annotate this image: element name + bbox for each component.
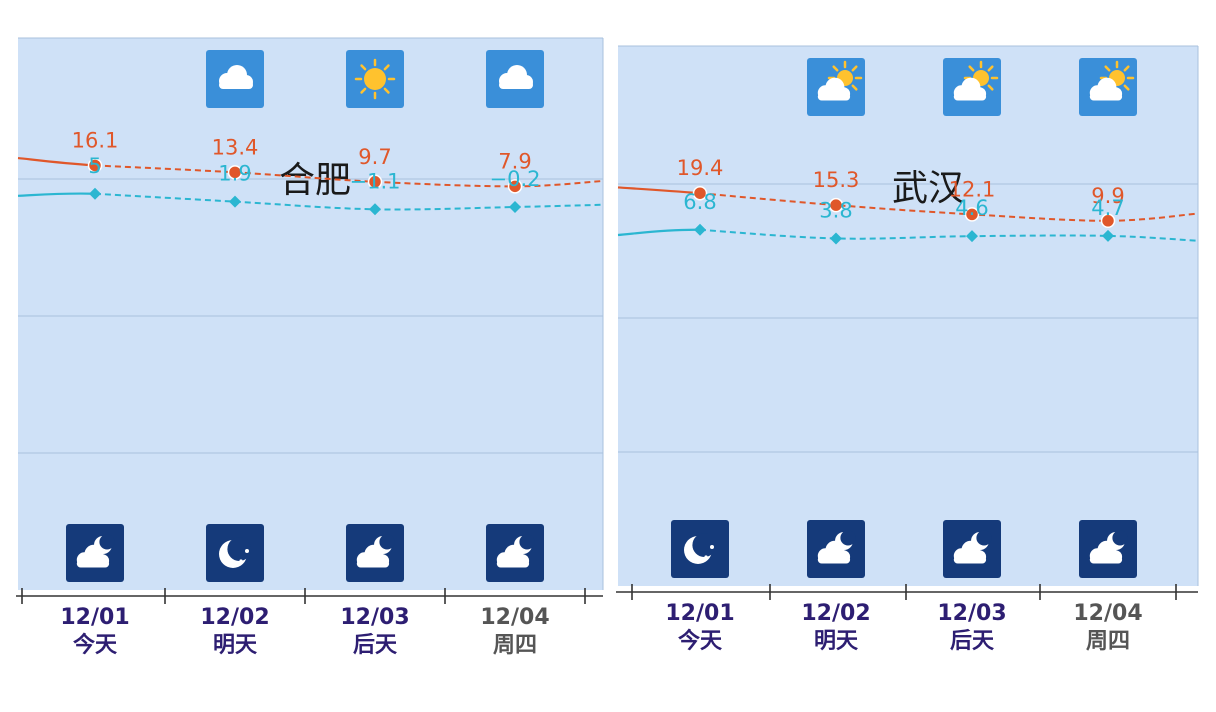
high-temp-label: 7.9 (498, 149, 531, 173)
low-temp-label: 5 (88, 154, 101, 178)
high-temp-point (692, 185, 708, 201)
date-tick-label: 12/04 (480, 605, 549, 630)
high-temp-label: 9.7 (358, 145, 391, 169)
date-tick-label: 12/03 (340, 605, 409, 630)
partly-cloudy-night-icon (66, 524, 124, 582)
high-temp-label: 16.1 (72, 128, 119, 152)
date-tick-label: 12/02 (801, 601, 870, 626)
cloudy-icon (206, 50, 264, 108)
cloud-shape (496, 544, 530, 568)
high-temp-point (828, 197, 844, 213)
cloud-shape (953, 77, 987, 101)
moon-shape (94, 534, 115, 554)
cloud-shape (817, 540, 851, 564)
low-temp-point (369, 203, 381, 216)
weekday-label: 今天 (678, 628, 723, 654)
low-temp-point (1102, 229, 1114, 242)
star-shape (239, 559, 243, 563)
partly-cloudy-day-icon (1079, 58, 1137, 116)
star-shape (704, 555, 708, 559)
partly-cloudy-night-icon (346, 524, 404, 582)
low-temp-label: 4.6 (955, 196, 988, 220)
high-temp-point (1100, 213, 1116, 229)
weekday-label: 后天 (950, 629, 995, 654)
low-temp-point (830, 232, 842, 245)
cloud-shape (953, 540, 987, 564)
cloud-shape (1089, 77, 1123, 101)
low-temp-label: 3.8 (819, 198, 852, 222)
date-tick-label: 12/01 (665, 601, 734, 626)
low-temp-point (694, 223, 706, 236)
weekday-label: 今天 (73, 632, 118, 658)
high-temp-point (507, 179, 523, 194)
weekday-label: 周四 (493, 633, 537, 658)
low-temp-label: −0.2 (490, 167, 541, 191)
low-temp-line-solid (17, 192, 96, 197)
high-temp-label: 15.3 (813, 168, 860, 192)
weekday-label: 明天 (814, 629, 859, 654)
low-temp-label: 4.7 (1091, 196, 1124, 220)
cloudy-icon (486, 50, 544, 108)
low-temp-point (229, 195, 241, 208)
star-shape (245, 549, 249, 553)
partly-cloudy-day-icon (943, 58, 1001, 116)
date-tick-label: 12/04 (1073, 601, 1142, 626)
low-temp-label: 6.8 (683, 190, 716, 214)
high-temp-point (964, 207, 980, 222)
high-temp-point (227, 165, 243, 180)
city-title: 武汉 (892, 168, 964, 209)
low-temp-line-solid (617, 228, 701, 237)
sunny-icon (346, 50, 404, 108)
moon-shape (1107, 530, 1128, 550)
high-temp-label: 19.4 (677, 156, 724, 180)
partly-cloudy-day-icon (807, 58, 865, 116)
cloud-shape (1089, 540, 1123, 564)
weekday-label: 周四 (1086, 629, 1130, 654)
plot-area (18, 38, 603, 590)
low-temp-label: 1.9 (218, 162, 251, 186)
weekday-label: 后天 (353, 633, 398, 658)
high-temp-line-solid (17, 156, 96, 167)
weekday-label: 明天 (213, 633, 258, 658)
partly-cloudy-night-icon (486, 524, 544, 582)
partly-cloudy-night-icon (1079, 520, 1137, 578)
plot-area (618, 46, 1198, 586)
high-temp-point (367, 174, 383, 190)
date-tick-label: 12/02 (200, 605, 269, 630)
clear-night-icon (671, 520, 729, 578)
cloud-shape (499, 65, 533, 89)
cloud-shape (219, 65, 253, 89)
sun-shape (354, 58, 396, 100)
high-temp-point (87, 158, 103, 173)
star-shape (710, 545, 714, 549)
high-temp-label: 9.9 (1091, 184, 1124, 208)
cloud-shape (356, 544, 390, 568)
low-temp-point (89, 187, 101, 200)
low-temp-label: −1.1 (350, 169, 401, 193)
date-tick-label: 12/01 (60, 605, 129, 630)
high-temp-label: 12.1 (949, 177, 996, 201)
clear-night-icon (206, 524, 264, 582)
low-temp-point (509, 201, 521, 214)
low-temp-point (966, 230, 978, 243)
cloud-shape (817, 77, 851, 101)
partly-cloudy-night-icon (807, 520, 865, 578)
cloud-shape (76, 544, 110, 568)
date-tick-label: 12/03 (937, 601, 1006, 626)
high-temp-label: 13.4 (212, 135, 259, 159)
partly-cloudy-night-icon (943, 520, 1001, 578)
high-temp-line-solid (617, 186, 701, 195)
